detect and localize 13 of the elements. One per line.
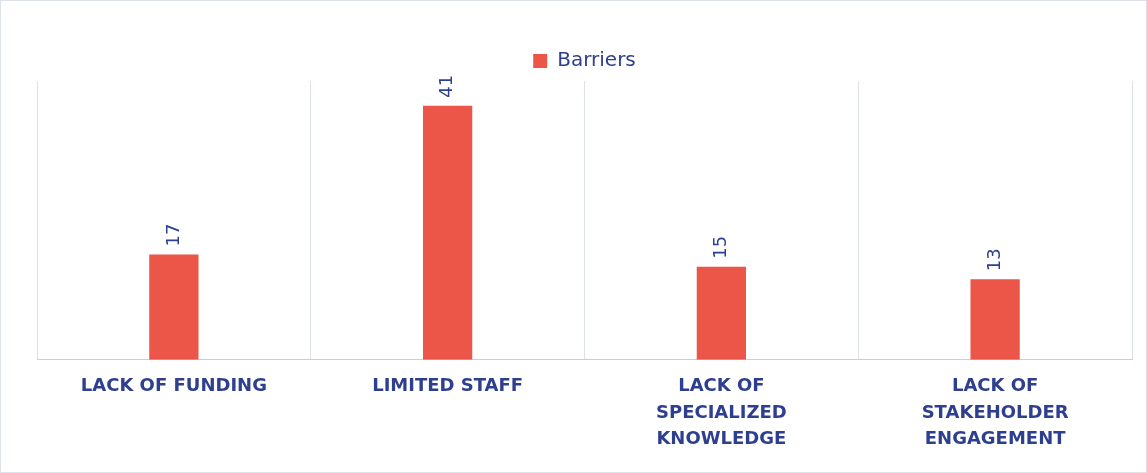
x-tick-label: LIMITED STAFF xyxy=(372,374,524,396)
x-tick-label: LACK OF STAKEHOLDER ENGAGEMENT xyxy=(921,374,1069,448)
bar xyxy=(970,279,1020,360)
data-label: 15 xyxy=(709,235,731,259)
data-label: 13 xyxy=(982,248,1004,272)
x-tick-label: LACK OF FUNDING xyxy=(80,374,267,396)
bar xyxy=(696,266,747,360)
data-label: 17 xyxy=(161,223,183,247)
legend-label: Barriers xyxy=(557,47,636,72)
data-label: 41 xyxy=(435,74,457,98)
bar xyxy=(422,105,473,360)
bar xyxy=(149,254,199,360)
x-tick-label: LACK OF SPECIALIZED KNOWLEDGE xyxy=(656,374,787,448)
